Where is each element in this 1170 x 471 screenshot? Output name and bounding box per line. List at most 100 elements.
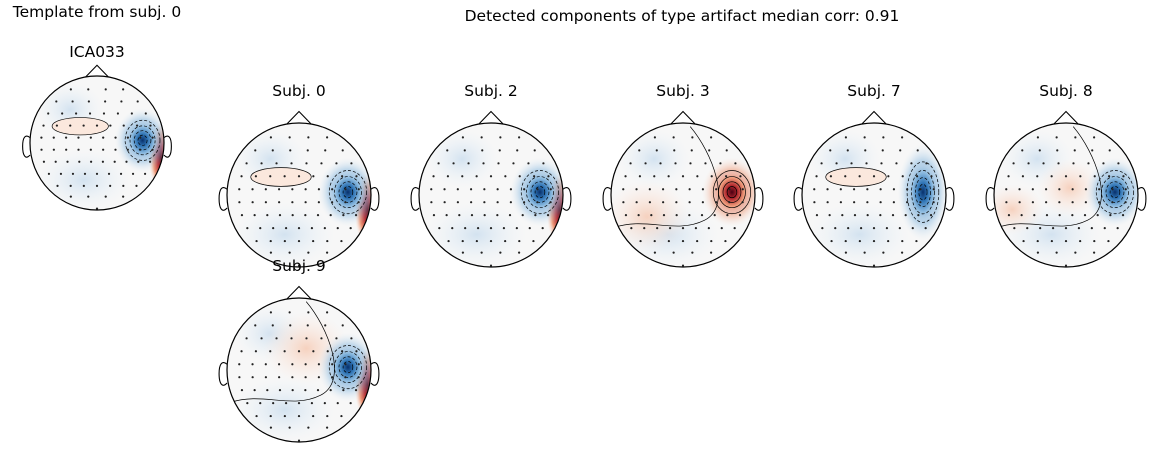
electrode-dot (113, 160, 116, 163)
electrode-dot (1013, 227, 1016, 230)
ear-outline (602, 187, 612, 211)
electrode-dot (316, 389, 320, 392)
electrode-dot (496, 214, 499, 217)
electrode-dot (350, 162, 353, 165)
electrode-dot (813, 188, 816, 191)
electrode-dot (1036, 251, 1039, 254)
electrode-dot (59, 172, 63, 175)
topomap: ICA033 (22, 43, 172, 211)
electrode-dot (69, 195, 72, 198)
electrode-dot (114, 148, 117, 151)
electrode-dot (892, 201, 895, 204)
electrode-dot (523, 188, 526, 191)
electrode-dot (635, 188, 638, 191)
electrode-dot (1064, 175, 1068, 178)
electrode-dot (720, 227, 723, 230)
electrode-dot (689, 162, 692, 165)
electrode-dot (69, 88, 72, 91)
electrode-dot (107, 172, 111, 175)
electrode-dot (326, 414, 329, 418)
electrode-dot (917, 214, 920, 217)
electrode-dot (1096, 214, 1099, 217)
electrode-dot (144, 112, 147, 115)
electrode-dot (316, 214, 320, 217)
electrode-dot (1044, 188, 1048, 191)
electrode-dot (715, 188, 718, 191)
electrode-dot (446, 175, 450, 178)
electrode-dot (122, 184, 125, 187)
head-outline (610, 122, 756, 268)
electrode-dot (269, 175, 272, 178)
electrode-dot (844, 136, 847, 139)
electrode-dot (264, 201, 267, 204)
electrode-dot (272, 227, 275, 230)
electrode-dot (534, 214, 537, 217)
electrode-dot (260, 337, 263, 340)
electrode-dot (116, 112, 120, 115)
electrode-dot (521, 214, 524, 217)
topomap: Subj. 3 (602, 82, 764, 268)
electrode-dot (696, 175, 699, 178)
electrode-dot (489, 175, 493, 178)
electrode-dot (297, 239, 301, 243)
figure-title: Detected components of type artifact med… (465, 7, 900, 25)
electrode-dot (1031, 188, 1034, 191)
electrode-dot (629, 162, 632, 165)
electrode-dot (667, 175, 670, 178)
electrode-dot (726, 214, 729, 217)
electrode-dot (1020, 214, 1023, 217)
topomap: Subj. 2 (410, 82, 572, 268)
electrode-dot (916, 149, 919, 152)
electrode-dot (77, 136, 80, 139)
electrode-dot (882, 136, 885, 139)
electrode-dot (251, 201, 254, 204)
electrode-dot (289, 149, 292, 152)
electrode-dot (312, 239, 315, 243)
electrode-dot (882, 251, 885, 254)
electrode-dot (288, 311, 291, 314)
electrode-dot (536, 201, 539, 204)
electrode-dot (297, 439, 301, 442)
electrode-dot (844, 251, 847, 254)
electrode-dot (667, 239, 670, 243)
electrode-dot (341, 149, 344, 152)
electrode-dot (131, 172, 135, 175)
electrode-dot (904, 214, 907, 217)
electrode-dot (323, 402, 326, 405)
electrode-dot (887, 239, 890, 243)
electrode-dot (304, 363, 307, 366)
electrode-dot (54, 160, 57, 163)
electrode-dot (288, 251, 291, 254)
ear-outline (22, 135, 31, 158)
electrode-dot (662, 214, 666, 217)
electrode-dot (681, 175, 685, 178)
electrode-dot (240, 175, 243, 178)
head-outline (29, 75, 165, 211)
electrode-dot (470, 201, 473, 204)
electrode-dot (278, 201, 281, 204)
electrode-dot (291, 214, 294, 217)
electrode-dot (489, 227, 493, 230)
electrode-dot (1055, 136, 1058, 139)
electrode-dot (56, 184, 59, 187)
electrode-dot (306, 149, 309, 152)
electrode-dot (881, 149, 884, 152)
electrode-dot (834, 227, 837, 230)
electrode-dot (354, 214, 358, 217)
electrode-dot (901, 251, 904, 254)
electrode-dot (910, 162, 913, 165)
electrode-dot (638, 175, 642, 178)
electrode-dot (1007, 175, 1010, 178)
electrode-dot (1124, 201, 1127, 204)
electrode-dot (648, 201, 651, 204)
electrode-dot (251, 363, 254, 366)
electrode-dot (340, 350, 344, 353)
electrode-dot (930, 175, 933, 178)
electrode-dot (919, 188, 922, 191)
electrode-dot (304, 389, 307, 392)
electrode-dot (246, 227, 249, 230)
electrode-dot (885, 227, 889, 230)
electrode-dot (892, 188, 896, 191)
electrode-dot (341, 324, 344, 327)
electrode-dot (310, 227, 314, 230)
